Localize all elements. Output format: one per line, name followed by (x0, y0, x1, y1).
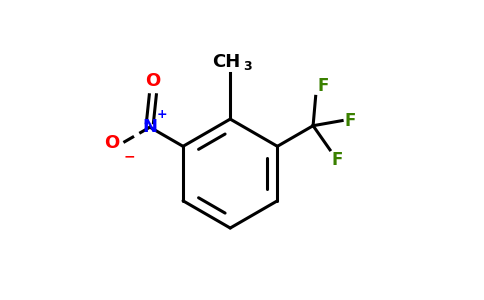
Text: F: F (317, 77, 329, 95)
Text: N: N (142, 118, 157, 136)
Text: −: − (123, 150, 135, 164)
Text: F: F (345, 112, 356, 130)
Text: O: O (145, 72, 161, 90)
Text: O: O (104, 134, 119, 152)
Text: F: F (332, 151, 343, 169)
Text: +: + (156, 108, 167, 121)
Text: 3: 3 (243, 60, 252, 73)
Text: CH: CH (212, 53, 240, 71)
